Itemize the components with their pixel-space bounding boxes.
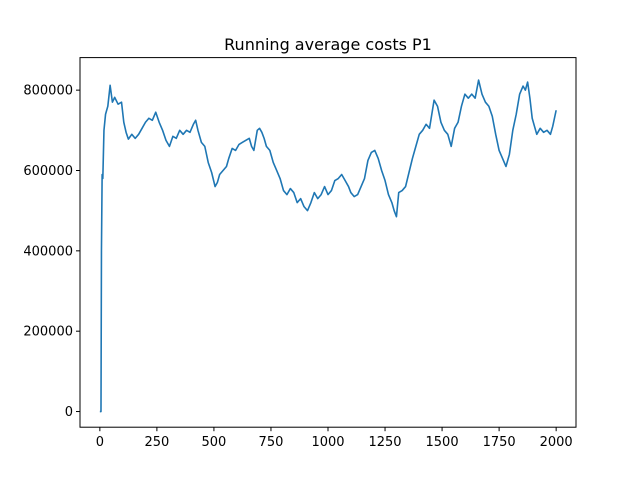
- y-tick-label: 400000: [23, 244, 73, 259]
- x-tick-label: 500: [202, 435, 227, 450]
- x-axis: 0 250 500 750 1000 1250 1500 1750 2000: [96, 427, 573, 450]
- y-tick-label: 600000: [23, 164, 73, 179]
- y-tick-label: 200000: [23, 325, 73, 340]
- x-tick-label: 250: [144, 435, 169, 450]
- x-tick-label: 750: [259, 435, 284, 450]
- y-axis: 0 200000 400000 600000 800000: [23, 84, 80, 420]
- x-tick-label: 0: [96, 435, 104, 450]
- plot-area: [99, 79, 557, 413]
- y-tick-label: 0: [65, 405, 73, 420]
- chart-title: Running average costs P1: [224, 35, 432, 54]
- x-tick-label: 2000: [540, 435, 573, 450]
- x-tick-label: 1000: [311, 435, 344, 450]
- x-tick-label: 1500: [426, 435, 459, 450]
- x-tick-label: 1750: [483, 435, 516, 450]
- x-tick-label: 1250: [368, 435, 401, 450]
- series-line-0: [99, 79, 557, 413]
- axes-frame: [79, 57, 577, 428]
- y-tick-label: 800000: [23, 84, 73, 99]
